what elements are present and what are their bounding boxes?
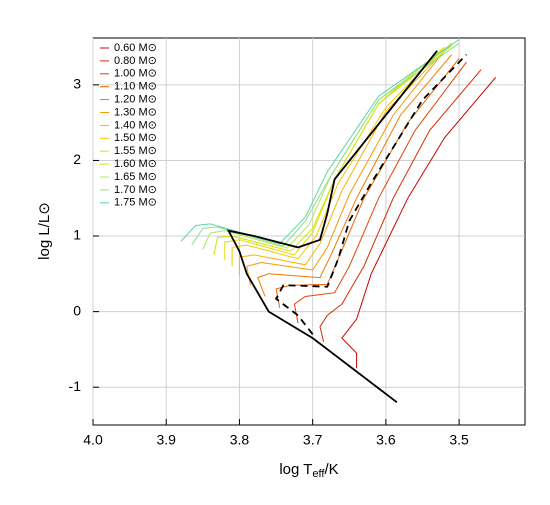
legend-label: 1.30 M⊙	[114, 106, 157, 118]
x-axis-label: log Teff/K	[279, 461, 338, 480]
x-label-main: log T	[279, 461, 312, 478]
y-axis-label: log L/L⊙	[36, 202, 53, 260]
track-line	[180, 39, 460, 245]
track-line	[246, 50, 445, 286]
legend-label: 1.50 M⊙	[114, 132, 157, 144]
track-line	[293, 61, 467, 324]
x-tick-label: 3.6	[376, 432, 396, 448]
track-line	[191, 42, 460, 247]
legend-label: 1.65 M⊙	[114, 171, 157, 183]
track-line	[224, 46, 445, 261]
x-tick-label: 3.8	[230, 432, 250, 448]
y-tick-label: 0	[73, 302, 81, 318]
x-tick-label: 3.9	[156, 432, 176, 448]
y-tick-label: 2	[73, 151, 81, 167]
x-tick-label: 3.7	[303, 432, 323, 448]
legend-label: 1.20 M⊙	[114, 94, 157, 106]
legend-label: 1.40 M⊙	[114, 119, 157, 131]
y-tick-label: 3	[73, 76, 81, 92]
reference-line	[274, 53, 468, 335]
legend-label: 1.70 M⊙	[114, 184, 157, 196]
x-label-suffix: /K	[324, 461, 338, 478]
track-line	[231, 46, 445, 267]
legend-label: 1.10 M⊙	[114, 81, 157, 93]
legend-label: 1.75 M⊙	[114, 197, 157, 209]
legend-label: 0.60 M⊙	[114, 42, 157, 54]
track-line	[275, 58, 460, 308]
legend-label: 1.60 M⊙	[114, 158, 157, 170]
legend-label: 1.00 M⊙	[114, 68, 157, 80]
reference-line	[226, 50, 438, 404]
x-tick-label: 4.0	[83, 432, 103, 448]
y-tick-label: 1	[73, 227, 81, 243]
plot-frame	[92, 37, 526, 426]
x-label-sub: eff	[312, 468, 325, 480]
track-line	[257, 54, 453, 297]
legend-label: 0.80 M⊙	[114, 55, 157, 67]
y-tick-label: -1	[69, 378, 82, 394]
track-line	[213, 45, 453, 256]
track-line	[341, 76, 497, 369]
track-line	[319, 69, 482, 343]
x-tick-label: 3.5	[449, 432, 469, 448]
legend-label: 1.55 M⊙	[114, 145, 157, 157]
